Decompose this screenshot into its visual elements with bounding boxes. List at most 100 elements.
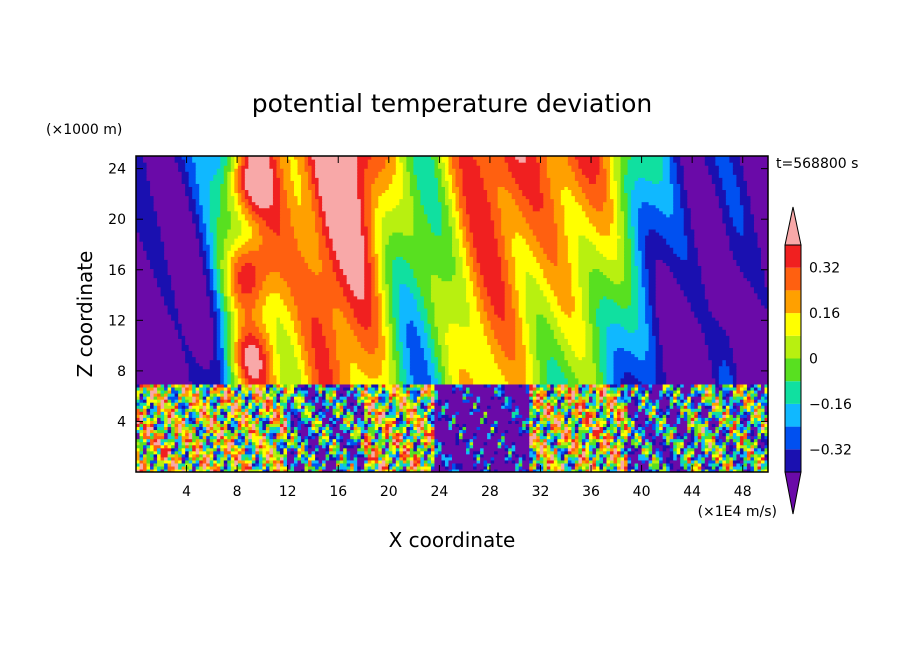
- contour-cell: [139, 389, 144, 394]
- contour-cell: [557, 362, 569, 367]
- contour-cell: [683, 453, 688, 458]
- contour-cell: [567, 432, 572, 437]
- contour-cell: [529, 344, 537, 349]
- contour-cell: [522, 462, 530, 467]
- contour-cell: [687, 423, 692, 428]
- contour-cell: [157, 432, 165, 437]
- contour-cell: [430, 380, 439, 385]
- contour-cell: [676, 441, 681, 446]
- contour-cell: [265, 359, 271, 364]
- contour-cell: [659, 389, 664, 394]
- contour-cell: [529, 438, 534, 443]
- contour-cell: [185, 456, 190, 461]
- contour-cell: [452, 417, 457, 421]
- contour-cell: [279, 417, 285, 421]
- contour-cell: [279, 365, 299, 370]
- contour-cell: [343, 417, 348, 421]
- contour-cell: [666, 426, 674, 431]
- contour-cell: [704, 396, 713, 400]
- contour-cell: [244, 444, 253, 449]
- contour-cell: [318, 383, 323, 388]
- contour-cell: [613, 450, 618, 455]
- contour-cell: [571, 450, 579, 455]
- contour-cell: [364, 450, 369, 455]
- contour-cell: [378, 383, 383, 388]
- contour-cell: [690, 393, 695, 397]
- contour-cell: [764, 447, 768, 452]
- contour-cell: [304, 341, 313, 345]
- contour-cell: [399, 468, 404, 472]
- contour-cell: [645, 423, 650, 428]
- contour-cell: [220, 462, 225, 467]
- contour-cell: [227, 374, 232, 379]
- contour-cell: [227, 362, 232, 367]
- contour-cell: [750, 438, 755, 443]
- contour-cell: [673, 456, 678, 461]
- contour-cell: [567, 429, 572, 434]
- contour-cell: [171, 435, 176, 440]
- contour-cell: [357, 447, 365, 452]
- contour-cell: [602, 432, 608, 437]
- contour-cell: [687, 411, 692, 415]
- contour-cell: [392, 393, 397, 397]
- contour-cell: [437, 359, 443, 364]
- contour-cell: [648, 347, 657, 352]
- contour-cell: [427, 441, 432, 446]
- contour-cell: [164, 420, 169, 424]
- contour-cell: [652, 408, 657, 412]
- contour-cell: [466, 423, 492, 428]
- contour-cell: [367, 438, 372, 443]
- contour-cell: [374, 402, 379, 406]
- contour-cell: [378, 432, 383, 437]
- contour-cell: [518, 453, 523, 458]
- contour-cell: [711, 405, 716, 409]
- contour-cell: [360, 468, 365, 472]
- contour-cell: [262, 396, 267, 400]
- contour-cell: [136, 359, 186, 364]
- contour-cell: [230, 396, 235, 400]
- contour-cell: [581, 396, 590, 400]
- contour-cell: [444, 411, 457, 415]
- contour-cell: [143, 426, 148, 431]
- contour-cell: [146, 447, 151, 452]
- contour-cell: [301, 380, 309, 385]
- contour-cell: [202, 465, 207, 470]
- contour-cell: [557, 399, 562, 403]
- contour-cell: [318, 450, 327, 455]
- contour-cell: [241, 341, 260, 345]
- contour-cell: [529, 408, 534, 412]
- contour-cell: [227, 465, 232, 470]
- contour-cell: [139, 423, 144, 428]
- contour-cell: [641, 459, 646, 464]
- contour-cell: [276, 347, 295, 352]
- contour-cell: [406, 411, 411, 415]
- contour-cell: [283, 420, 288, 424]
- contour-cell: [694, 393, 699, 397]
- contour-cell: [666, 441, 671, 446]
- contour-cell: [423, 462, 429, 467]
- contour-cell: [255, 389, 263, 394]
- contour-cell: [202, 432, 211, 437]
- contour-cell: [529, 396, 534, 400]
- contour-cell: [708, 426, 716, 431]
- contour-cell: [188, 402, 193, 406]
- contour-cell: [427, 365, 436, 370]
- contour-cell: [262, 438, 267, 443]
- contour-cell: [711, 383, 716, 388]
- contour-cell: [497, 441, 502, 446]
- contour-cell: [441, 456, 453, 461]
- contour-cell: [659, 393, 664, 397]
- contour-cell: [223, 429, 228, 434]
- contour-cell: [529, 447, 534, 452]
- contour-cell: [564, 353, 576, 358]
- contour-cell: [546, 402, 551, 406]
- contour-cell: [216, 350, 225, 355]
- contour-cell: [581, 405, 587, 409]
- contour-cell: [529, 350, 537, 355]
- contour-cell: [227, 393, 235, 397]
- contour-cell: [136, 447, 141, 452]
- contour-cell: [143, 399, 148, 403]
- contour-cell: [388, 438, 393, 443]
- contour-cell: [174, 408, 179, 412]
- contour-cell: [757, 438, 762, 443]
